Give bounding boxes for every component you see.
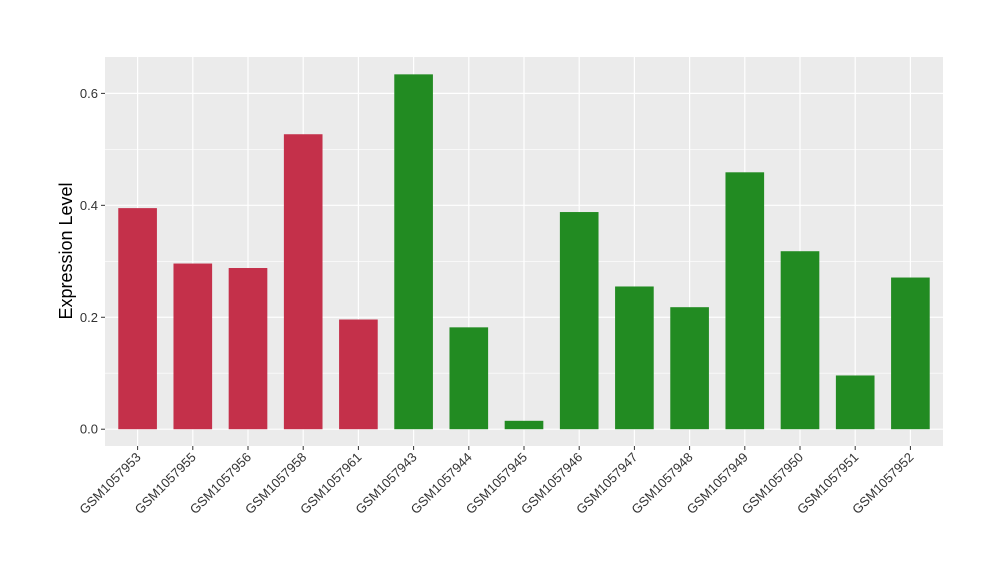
x-axis: GSM1057953GSM1057955GSM1057956GSM1057958… bbox=[76, 446, 917, 517]
bars bbox=[118, 74, 930, 430]
y-tick-label: 0.4 bbox=[80, 198, 98, 213]
bar-GSM1057953 bbox=[118, 208, 157, 430]
bar-GSM1057949 bbox=[725, 172, 765, 430]
bar-GSM1057948 bbox=[670, 307, 709, 430]
bar-GSM1057951 bbox=[835, 375, 875, 430]
bar-GSM1057943 bbox=[394, 74, 433, 430]
bar-GSM1057945 bbox=[504, 420, 544, 430]
bar-GSM1057952 bbox=[891, 277, 930, 430]
y-axis: 0.0 0.2 0.4 0.6 bbox=[80, 86, 105, 437]
bar-GSM1057944 bbox=[449, 327, 489, 430]
bar-GSM1057950 bbox=[780, 251, 820, 430]
y-axis-title: Expression Level bbox=[56, 182, 76, 319]
bar-GSM1057958 bbox=[283, 134, 323, 430]
y-tick-label: 0.6 bbox=[80, 86, 98, 101]
y-tick-label: 0.0 bbox=[80, 422, 98, 437]
bar-GSM1057947 bbox=[615, 286, 654, 430]
bar-GSM1057955 bbox=[173, 263, 213, 430]
y-tick-label: 0.2 bbox=[80, 310, 98, 325]
bar-GSM1057961 bbox=[339, 319, 378, 430]
bar-GSM1057956 bbox=[228, 268, 268, 430]
bar-GSM1057946 bbox=[559, 212, 599, 430]
